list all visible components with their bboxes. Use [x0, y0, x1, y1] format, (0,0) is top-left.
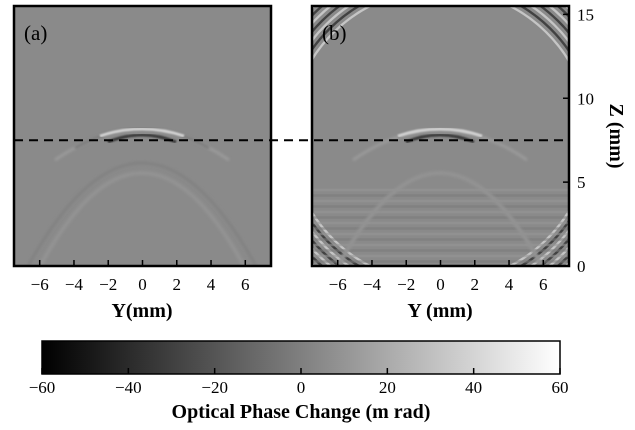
panel-a: (a) −6 −4 −2 0 2 4 6 Y(mm) — [12, 4, 273, 322]
panel-b-x-ticks: −6 −4 −2 0 2 4 6 — [329, 260, 548, 294]
x-tick-label: −2 — [99, 275, 117, 294]
colorbar-tick-label: 0 — [297, 378, 306, 397]
x-tick-label: 2 — [471, 275, 480, 294]
colorbar-tick-label: −20 — [201, 378, 228, 397]
panel-b-label: (b) — [322, 21, 347, 45]
panel-b-x-axis-label: Y (mm) — [407, 300, 472, 322]
panel-b-wave-pattern — [312, 6, 569, 266]
colorbar-tick-label: −40 — [115, 378, 142, 397]
x-tick-label: 0 — [138, 275, 147, 294]
y-tick-label: 10 — [577, 89, 594, 108]
x-tick-label: −6 — [31, 275, 49, 294]
x-tick-label: 6 — [539, 275, 548, 294]
colorbar-tick-label: 20 — [379, 378, 396, 397]
x-tick-label: −4 — [363, 275, 382, 294]
y-tick-label: 15 — [577, 5, 594, 24]
x-tick-label: 0 — [436, 275, 445, 294]
colorbar-ticks: −60 −40 −20 0 20 40 60 — [29, 368, 569, 397]
y-tick-label: 5 — [577, 173, 586, 192]
panel-a-label: (a) — [24, 21, 47, 45]
colorbar-label: Optical Phase Change (m rad) — [172, 401, 431, 423]
colorbar-tick-label: −60 — [29, 378, 56, 397]
x-tick-label: −2 — [397, 275, 415, 294]
x-tick-label: 6 — [241, 275, 250, 294]
panel-a-x-ticks: −6 −4 −2 0 2 4 6 — [31, 260, 250, 294]
x-tick-label: −4 — [65, 275, 84, 294]
x-tick-label: 4 — [207, 275, 216, 294]
panel-b: (b) −6 −4 −2 0 2 4 6 0 5 10 15 Y (mm) Z (mm) — [310, 4, 627, 322]
colorbar-tick-label: 40 — [465, 378, 482, 397]
x-tick-label: 2 — [173, 275, 182, 294]
colorbar: −60 −40 −20 0 20 40 60 Optical Phase Change (m… — [29, 340, 569, 423]
colorbar-tick-label: 60 — [552, 378, 569, 397]
panel-b-y-axis-label: Z (mm) — [605, 104, 627, 169]
y-tick-label: 0 — [577, 257, 586, 276]
x-tick-label: −6 — [329, 275, 347, 294]
panel-a-x-axis-label: Y(mm) — [111, 300, 172, 322]
x-tick-label: 4 — [505, 275, 514, 294]
panel-b-y-ticks: 0 5 10 15 — [563, 5, 594, 276]
